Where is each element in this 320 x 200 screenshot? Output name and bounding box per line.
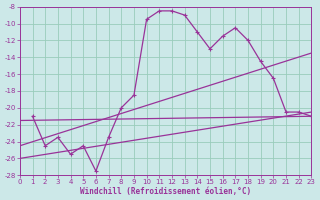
X-axis label: Windchill (Refroidissement éolien,°C): Windchill (Refroidissement éolien,°C) [80, 187, 251, 196]
